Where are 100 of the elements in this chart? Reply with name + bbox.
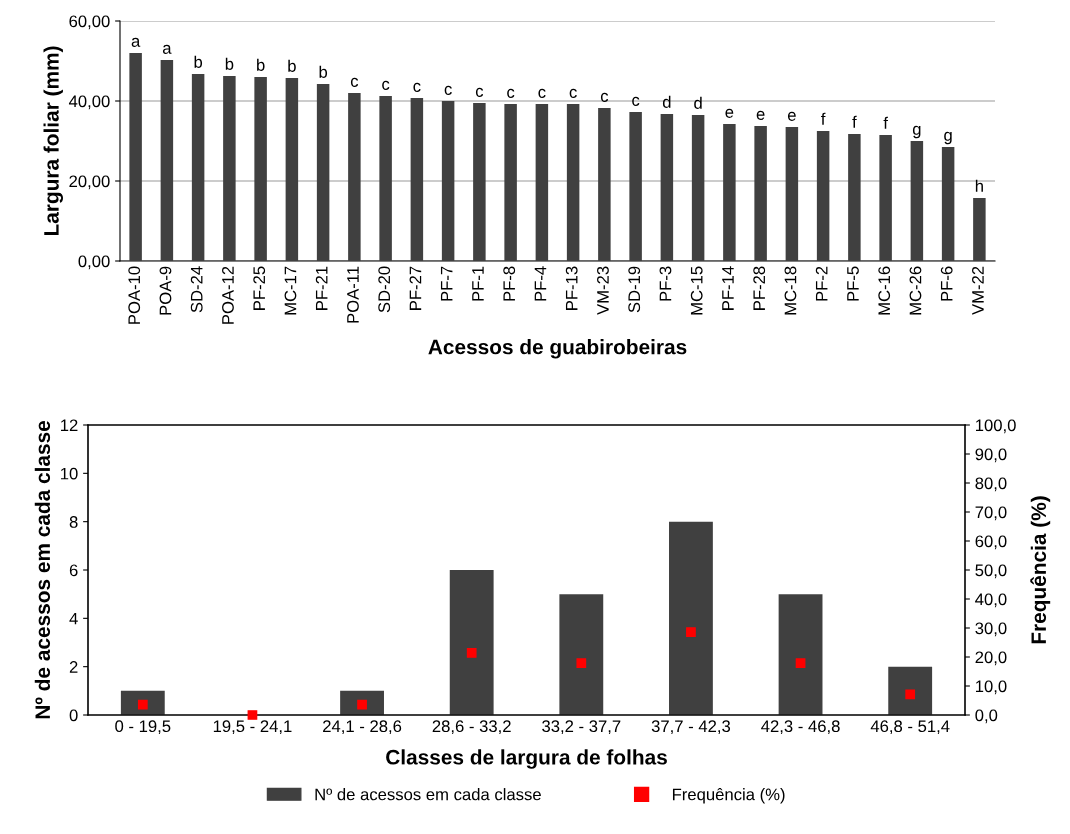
data-label: f bbox=[852, 115, 857, 128]
x-tick-label: PF-14 bbox=[722, 266, 734, 310]
x-tick-label: PF-28 bbox=[753, 266, 766, 310]
y-tick-label: 12 bbox=[61, 419, 78, 432]
x-tick-label: 19,5 - 24,1 bbox=[213, 720, 292, 735]
x-tick-label: POA-12 bbox=[222, 266, 234, 324]
bar bbox=[910, 141, 924, 261]
bar bbox=[379, 96, 392, 261]
y2-tick-label: 100,0 bbox=[975, 419, 1016, 434]
bar bbox=[566, 104, 580, 261]
y2-tick-label: 30,0 bbox=[975, 622, 1007, 637]
bar bbox=[348, 93, 361, 261]
y2-tick-label: 0,0 bbox=[975, 709, 998, 724]
point bbox=[137, 699, 148, 710]
data-label: d bbox=[694, 96, 702, 109]
x-tick-label: 42,3 - 46,8 bbox=[761, 720, 840, 735]
x-tick-label: PF-25 bbox=[253, 266, 266, 310]
bar bbox=[660, 114, 674, 261]
y-tick-label: 20,00 bbox=[69, 175, 110, 190]
bar bbox=[629, 112, 642, 261]
x-tick-label: PF-2 bbox=[815, 266, 828, 301]
bar bbox=[941, 147, 955, 261]
data-label: h bbox=[975, 179, 983, 192]
x-tick-label: PF-27 bbox=[409, 266, 422, 310]
bar bbox=[598, 108, 611, 261]
data-label: e bbox=[725, 108, 734, 118]
x-tick-label: PF-6 bbox=[940, 266, 953, 301]
data-label: c bbox=[413, 82, 421, 92]
bar bbox=[441, 101, 455, 261]
bar bbox=[816, 131, 830, 261]
x-tick-label: SD-20 bbox=[378, 266, 391, 313]
y-tick-label: 4 bbox=[69, 612, 78, 625]
bar bbox=[129, 53, 142, 261]
data-label: d bbox=[662, 95, 671, 108]
x-axis-title: Classes de largura de folhas bbox=[386, 749, 667, 769]
y-axis-title: Nº de acessos em cada classe bbox=[34, 420, 51, 719]
data-label: a bbox=[162, 44, 172, 54]
x-tick-label: PF-13 bbox=[565, 266, 578, 310]
x-tick-label: MC-18 bbox=[784, 266, 797, 315]
y2-tick-label: 90,0 bbox=[975, 448, 1007, 463]
x-tick-label: 33,2 - 37,7 bbox=[542, 720, 621, 735]
y2-tick-label: 70,0 bbox=[975, 506, 1007, 521]
bar bbox=[848, 134, 861, 261]
y-tick-label: 6 bbox=[69, 564, 78, 577]
bar bbox=[973, 198, 986, 261]
y2-axis-title: Frequência (%) bbox=[1030, 496, 1051, 644]
data-label: f bbox=[883, 116, 888, 129]
bar bbox=[191, 74, 205, 261]
y2-tick-label: 40,0 bbox=[975, 593, 1007, 608]
data-label: a bbox=[131, 37, 141, 47]
bar bbox=[754, 126, 767, 261]
data-label: f bbox=[821, 112, 826, 125]
data-label: c bbox=[350, 77, 359, 87]
data-label: g bbox=[912, 125, 921, 139]
x-tick-label: VM-22 bbox=[972, 266, 984, 315]
x-tick-label: 28,6 - 33,2 bbox=[432, 720, 511, 735]
x-tick-label: 0 - 19,5 bbox=[115, 720, 171, 735]
bar bbox=[785, 127, 799, 261]
y-tick-label: 0 bbox=[69, 709, 78, 722]
y-tick-label: 40,00 bbox=[68, 95, 110, 110]
y-tick-label: 2 bbox=[69, 661, 78, 673]
x-tick-label: PF-1 bbox=[472, 266, 484, 301]
x-tick-label: MC-16 bbox=[878, 266, 891, 315]
y-tick-label: 10 bbox=[61, 467, 78, 480]
y-tick-label: 8 bbox=[69, 516, 78, 528]
x-tick-label: POA-10 bbox=[128, 266, 141, 324]
data-label: c bbox=[600, 92, 609, 102]
x-axis-title: Acessos de guabirobeiras bbox=[428, 339, 687, 359]
data-label: e bbox=[756, 110, 765, 120]
x-tick-label: MC-17 bbox=[284, 266, 297, 315]
data-label: e bbox=[787, 111, 796, 121]
bar bbox=[504, 104, 517, 261]
bar bbox=[559, 594, 604, 715]
x-tick-label: SD-19 bbox=[628, 266, 641, 313]
x-tick-label: 46,8 - 51,4 bbox=[870, 720, 950, 735]
x-tick-label: POA-9 bbox=[159, 266, 172, 315]
y-tick-label: 0,00 bbox=[78, 255, 110, 270]
x-tick-label: POA-11 bbox=[347, 266, 359, 323]
y-axis-title: Largura foliar (mm) bbox=[43, 46, 64, 236]
bar bbox=[340, 690, 384, 715]
bar bbox=[120, 690, 165, 715]
x-tick-label: PF-7 bbox=[440, 266, 453, 301]
data-label: c bbox=[632, 96, 640, 106]
point bbox=[466, 648, 477, 658]
bar bbox=[723, 124, 736, 261]
x-tick-label: MC-26 bbox=[909, 266, 922, 315]
x-tick-label: PF-8 bbox=[503, 266, 516, 301]
data-label: c bbox=[569, 88, 577, 98]
data-label: b bbox=[288, 59, 296, 72]
data-label: c bbox=[475, 87, 484, 97]
y2-tick-label: 50,0 bbox=[975, 564, 1007, 579]
bar bbox=[879, 135, 892, 261]
y2-tick-label: 60,0 bbox=[975, 535, 1007, 550]
data-label: b bbox=[319, 65, 328, 78]
legend-label: Nº de acessos em cada classe bbox=[315, 788, 541, 801]
y2-tick-label: 80,0 bbox=[975, 477, 1007, 492]
bar bbox=[285, 78, 299, 261]
x-tick-label: SD-24 bbox=[190, 266, 203, 313]
bar bbox=[691, 115, 705, 261]
data-label: b bbox=[194, 55, 203, 68]
